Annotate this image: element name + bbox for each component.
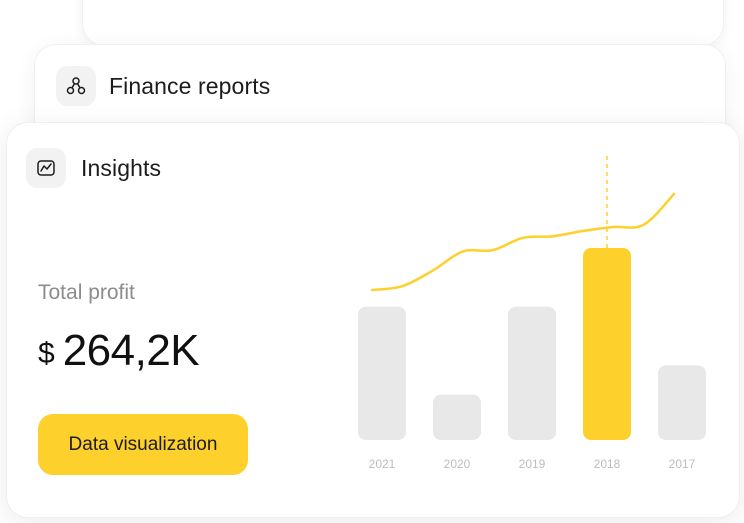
profit-amount: 264,2K [62, 326, 200, 375]
x-tick-label-2021: 2021 [369, 457, 396, 471]
bar-2019 [508, 306, 556, 440]
x-tick-label-2019: 2019 [519, 457, 546, 471]
total-profit-label: Total profit [38, 281, 135, 304]
x-tick-label-2017: 2017 [669, 457, 696, 471]
x-tick-label-2020: 2020 [444, 457, 471, 471]
currency-symbol: $ [38, 337, 55, 370]
bar-2018 [583, 248, 631, 440]
background-card [82, 0, 724, 46]
insights-title: Insights [81, 155, 162, 181]
total-profit-value: $264,2K [38, 326, 200, 376]
data-visualization-button[interactable]: Data visualization [38, 414, 248, 475]
bar-2021 [358, 306, 406, 440]
chart-frame-icon [26, 148, 66, 188]
bar-2017 [658, 365, 706, 440]
network-nodes-icon [56, 66, 96, 106]
trend-line [370, 192, 676, 292]
finance-reports-title: Finance reports [109, 73, 271, 99]
bar-2020 [433, 394, 481, 440]
x-tick-label-2018: 2018 [594, 457, 621, 471]
